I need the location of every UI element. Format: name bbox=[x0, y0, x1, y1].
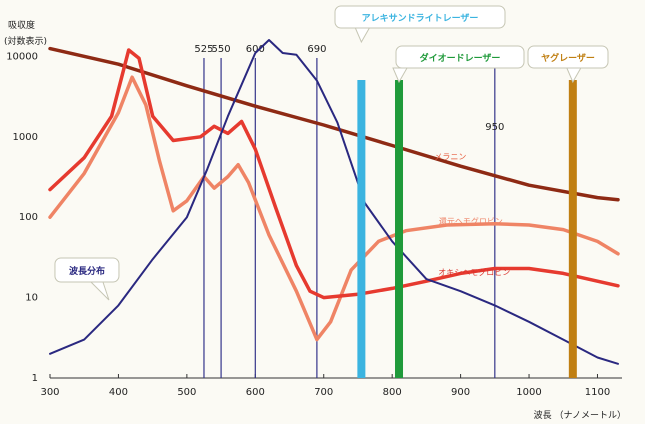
laser-bar bbox=[568, 80, 577, 378]
x-tick-label: 800 bbox=[383, 387, 402, 398]
wavelength-label: 600 bbox=[246, 44, 265, 55]
series-label-melanin: メラニン bbox=[434, 153, 466, 162]
y-tick-label: 10000 bbox=[6, 51, 38, 62]
laser-bar bbox=[395, 80, 404, 378]
y-tick-label: 1000 bbox=[13, 132, 38, 143]
wavelength-label: 950 bbox=[485, 122, 504, 133]
x-tick-label: 700 bbox=[314, 387, 333, 398]
laser-callout-pointer bbox=[392, 67, 408, 84]
laser-label: ヤグレーザー bbox=[541, 52, 595, 64]
series-line-wavelength-distribution bbox=[49, 39, 619, 365]
wavelength-label: 690 bbox=[307, 44, 326, 55]
wavelength-label: 550 bbox=[212, 44, 231, 55]
x-axis-label: 波長 （ナノメートル） bbox=[534, 409, 626, 421]
series-line-deoxyhemoglobin bbox=[48, 75, 620, 342]
y-axis-label-sub: (対数表示) bbox=[4, 35, 47, 47]
y-tick-label: 100 bbox=[19, 212, 38, 223]
y-axis-label: 吸収度 bbox=[8, 19, 35, 31]
laser-label: ダイオードレーザー bbox=[420, 52, 501, 64]
laser-bar bbox=[357, 80, 366, 378]
wavelength-label: 525 bbox=[194, 44, 213, 55]
x-tick-label: 1100 bbox=[585, 387, 610, 398]
wavelength-distribution-pointer bbox=[89, 281, 110, 301]
x-tick-label: 900 bbox=[451, 387, 470, 398]
x-tick-label: 300 bbox=[40, 387, 59, 398]
x-tick-label: 1000 bbox=[516, 387, 541, 398]
series-label-deoxyhemoglobin: 還元ヘモグロビン bbox=[439, 216, 503, 226]
wavelength-distribution-callout bbox=[54, 257, 120, 283]
laser-label: アレキサンドライトレーザー bbox=[362, 13, 479, 24]
laser-callout bbox=[334, 5, 506, 29]
laser-callout-pointer bbox=[566, 67, 582, 84]
series-line-melanin bbox=[48, 46, 620, 202]
series-label-oxyhemoglobin: オキシヘモグロビン bbox=[438, 267, 510, 277]
laser-callout-pointer bbox=[354, 27, 371, 44]
series-label-wavelength-distribution: 波長分布 bbox=[69, 265, 105, 277]
series-line-oxyhemoglobin bbox=[48, 48, 620, 300]
x-tick-label: 400 bbox=[109, 387, 128, 398]
x-tick-label: 500 bbox=[177, 387, 196, 398]
y-tick-label: 10 bbox=[25, 293, 38, 304]
laser-callout bbox=[395, 45, 525, 69]
x-tick-label: 600 bbox=[246, 387, 265, 398]
y-tick-label: 1 bbox=[32, 373, 38, 384]
